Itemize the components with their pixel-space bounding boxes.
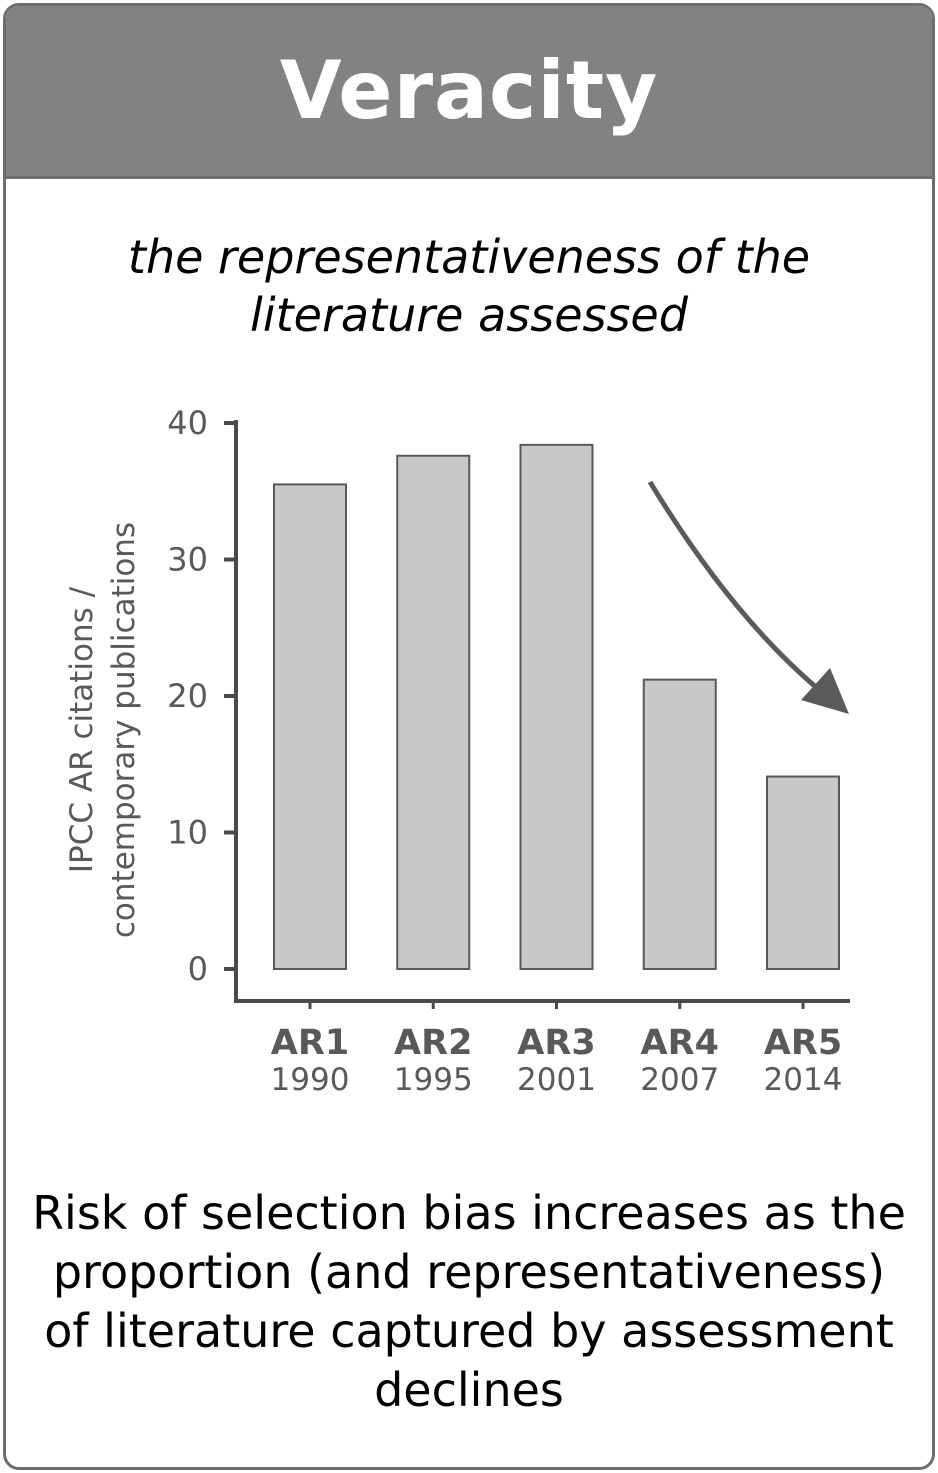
y-tick-label: 20: [167, 677, 208, 715]
x-category-label: AR5: [764, 1023, 842, 1063]
card-caption: Risk of selection bias increases as the …: [32, 1186, 906, 1417]
y-axis: 0 10 20 30 40: [167, 404, 238, 1003]
card-title: Veracity: [279, 44, 659, 137]
x-category-label: AR1: [271, 1023, 349, 1063]
trend-arrow-head-icon: [801, 668, 849, 714]
trend-arrow: [647, 480, 840, 707]
x-year-label: 2014: [764, 1062, 843, 1098]
bar: [519, 443, 594, 970]
x-category-label: AR3: [517, 1023, 595, 1063]
x-category-label: AR2: [394, 1023, 472, 1063]
veracity-card: Veracity the representativeness of the l…: [3, 3, 935, 1470]
bar: [273, 483, 347, 970]
bar: [642, 678, 717, 970]
card-subtitle: the representativeness of the literature…: [127, 230, 811, 342]
y-axis-title-line: contemporary publications: [106, 522, 142, 938]
x-axis: [234, 999, 850, 1009]
bars: [273, 443, 840, 970]
bar: [766, 775, 840, 970]
y-axis-title-line: IPCC AR citations /: [64, 586, 100, 873]
y-axis-title: IPCC AR citations / contemporary publicat…: [64, 522, 142, 938]
x-category-label: AR4: [641, 1023, 719, 1063]
y-tick-label: 30: [167, 541, 208, 579]
y-tick-label: 40: [167, 404, 208, 442]
x-year-label: 2007: [640, 1062, 719, 1098]
x-year-label: 1995: [394, 1062, 473, 1098]
x-year-label: 2001: [517, 1062, 596, 1098]
card-header: Veracity: [6, 6, 932, 179]
x-year-label: 1990: [271, 1062, 350, 1098]
y-tick-label: 0: [188, 950, 208, 988]
bar: [396, 454, 471, 970]
y-tick-label: 10: [167, 814, 208, 852]
